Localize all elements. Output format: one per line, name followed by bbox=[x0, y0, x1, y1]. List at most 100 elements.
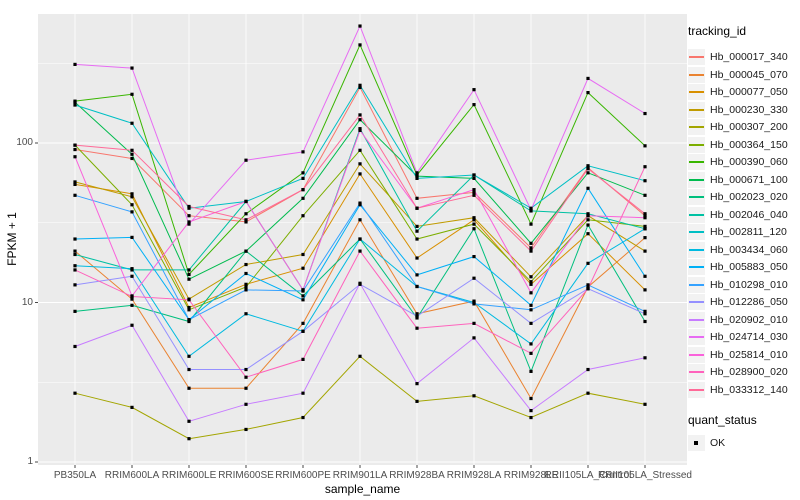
data-point bbox=[301, 415, 305, 420]
data-point bbox=[73, 309, 77, 313]
legend-color-line bbox=[689, 388, 704, 391]
data-point bbox=[529, 282, 533, 286]
data-point bbox=[301, 357, 305, 361]
data-point bbox=[643, 309, 647, 313]
data-point bbox=[244, 271, 248, 276]
data-point bbox=[301, 252, 305, 257]
data-point bbox=[187, 298, 191, 302]
legend-title-tracking-id: tracking_id bbox=[688, 24, 747, 38]
legend-color-line bbox=[689, 213, 704, 216]
data-point bbox=[472, 173, 476, 177]
legend-item: Hb_000077_050 bbox=[688, 84, 800, 100]
data-point bbox=[472, 88, 476, 92]
legend-key-line-icon bbox=[688, 119, 705, 135]
data-point bbox=[301, 288, 305, 292]
data-point bbox=[130, 274, 134, 278]
legend-item: Hb_000390_060 bbox=[688, 154, 800, 170]
legend-color-line bbox=[689, 126, 704, 128]
legend-item-label: Hb_000671_100 bbox=[710, 173, 788, 186]
legend-item-label: Hb_020902_010 bbox=[710, 313, 788, 326]
series-points-Hb_028900_020 bbox=[73, 165, 647, 379]
data-point bbox=[358, 203, 362, 207]
legend-item-label: Hb_024714_030 bbox=[710, 331, 788, 343]
data-point bbox=[472, 227, 476, 231]
x-tick-label: RRIM600PE bbox=[275, 470, 331, 481]
data-point bbox=[301, 266, 305, 270]
data-point bbox=[187, 222, 191, 226]
y-tick-label: 1 bbox=[27, 456, 33, 467]
data-point bbox=[586, 164, 590, 168]
data-point bbox=[415, 284, 419, 289]
data-point bbox=[358, 113, 362, 117]
data-point bbox=[643, 216, 647, 220]
data-point bbox=[187, 272, 191, 277]
legend-item-label: Hb_000364_150 bbox=[710, 138, 788, 151]
data-point bbox=[358, 218, 362, 222]
data-point bbox=[586, 287, 590, 291]
data-point bbox=[244, 262, 248, 267]
legend-color-line bbox=[689, 56, 704, 58]
legend-item: Hb_002811_120 bbox=[688, 224, 800, 240]
data-point bbox=[130, 66, 134, 70]
legend-item-ok: OK bbox=[688, 434, 800, 451]
data-point bbox=[643, 193, 647, 197]
legend-item: Hb_005883_050 bbox=[688, 259, 800, 275]
x-tick-label: RRIM928LA bbox=[446, 470, 502, 481]
data-point bbox=[643, 144, 647, 148]
data-point bbox=[358, 249, 362, 253]
legend-item: Hb_012286_050 bbox=[688, 294, 800, 310]
data-point bbox=[358, 281, 362, 285]
data-point bbox=[358, 118, 362, 122]
data-point bbox=[643, 249, 647, 253]
legend-color-line bbox=[689, 91, 704, 93]
legend-item: Hb_025814_010 bbox=[688, 346, 800, 363]
legend: tracking_id Hb_000017_340 Hb_000045_070 Hb… bbox=[688, 24, 800, 452]
data-point bbox=[415, 256, 419, 260]
data-point bbox=[358, 85, 362, 90]
data-point bbox=[643, 165, 647, 169]
data-point bbox=[415, 171, 419, 175]
data-point bbox=[472, 176, 476, 180]
panel-background bbox=[38, 14, 687, 465]
data-point bbox=[187, 354, 191, 358]
data-point bbox=[130, 297, 134, 301]
data-point bbox=[643, 179, 647, 183]
data-point bbox=[73, 237, 77, 241]
legend-item: Hb_024714_030 bbox=[688, 329, 800, 345]
data-point bbox=[130, 152, 134, 156]
data-point bbox=[244, 158, 248, 162]
data-point bbox=[73, 143, 77, 147]
data-point bbox=[643, 214, 647, 218]
data-point bbox=[415, 176, 419, 180]
ok-square-marker bbox=[688, 434, 705, 451]
legend-item-label: Hb_000045_070 bbox=[710, 68, 788, 81]
data-point bbox=[130, 156, 134, 161]
series-points-Hb_033312_140 bbox=[73, 113, 647, 253]
data-point bbox=[586, 218, 590, 222]
data-point bbox=[130, 203, 134, 207]
data-point bbox=[358, 148, 362, 152]
data-point bbox=[130, 195, 134, 199]
data-point bbox=[529, 308, 533, 312]
data-point bbox=[301, 196, 305, 200]
data-point bbox=[187, 204, 191, 209]
data-point bbox=[529, 275, 533, 279]
data-point bbox=[301, 321, 305, 325]
data-point bbox=[529, 291, 533, 295]
legend-title-quant-status: quant_status bbox=[688, 412, 757, 427]
legend-item: Hb_000017_340 bbox=[688, 49, 800, 65]
legend-key-line-icon bbox=[688, 154, 705, 170]
data-point bbox=[415, 224, 419, 228]
data-point bbox=[130, 303, 134, 307]
legend-item: Hb_028900_020 bbox=[688, 364, 800, 380]
data-point bbox=[529, 280, 533, 284]
data-point bbox=[130, 267, 134, 271]
legend-color-line bbox=[689, 231, 704, 233]
legend-item-label: Hb_010298_010 bbox=[710, 278, 788, 291]
legend-key-line-icon bbox=[688, 259, 705, 275]
data-point bbox=[586, 261, 590, 265]
data-point bbox=[244, 285, 248, 289]
data-point bbox=[415, 237, 419, 241]
data-point bbox=[73, 103, 77, 107]
data-point bbox=[73, 264, 77, 268]
